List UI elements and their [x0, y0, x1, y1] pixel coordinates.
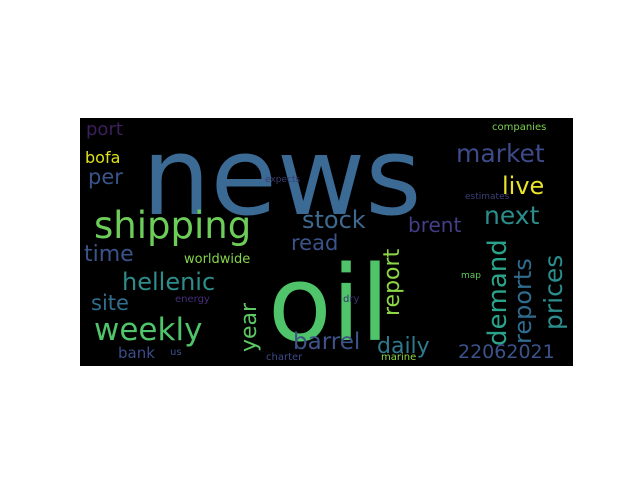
word-marine: marine	[381, 352, 416, 363]
word-daily: daily	[377, 334, 430, 359]
word-port: port	[86, 119, 123, 140]
word-read: read	[291, 231, 338, 255]
word-companies: companies	[492, 122, 546, 133]
word-22062021: 22062021	[458, 341, 555, 363]
word-reports: reports	[509, 258, 537, 344]
word-market: market	[456, 139, 545, 168]
word-brent: brent	[408, 213, 461, 237]
word-per: per	[88, 165, 123, 189]
word-weekly: weekly	[94, 312, 202, 348]
word-stock: stock	[302, 206, 366, 234]
word-report: report	[380, 248, 405, 316]
word-cloud: news oil shipping weekly hellenic market stock…	[80, 118, 573, 366]
word-demand: demand	[483, 239, 513, 346]
word-year: year	[237, 302, 262, 352]
word-map: map	[461, 271, 481, 281]
word-bofa: bofa	[85, 148, 120, 167]
word-oil: oil	[268, 243, 389, 365]
word-time: time	[84, 242, 134, 267]
word-hellenic: hellenic	[122, 268, 215, 296]
word-charter: charter	[266, 352, 303, 363]
word-estimates: estimates	[465, 192, 510, 202]
word-live: live	[502, 172, 544, 200]
word-us: us	[170, 347, 182, 358]
word-energy: energy	[175, 294, 210, 305]
word-prices: prices	[539, 255, 568, 330]
word-barrel: barrel	[293, 329, 360, 355]
word-next: next	[484, 201, 540, 230]
word-expects: expects	[265, 175, 300, 185]
word-shipping: shipping	[94, 204, 251, 247]
word-dry: dry	[343, 294, 359, 305]
word-news: news	[142, 118, 422, 240]
word-bank: bank	[118, 344, 155, 362]
word-site: site	[91, 291, 129, 315]
word-worldwide: worldwide	[184, 252, 250, 267]
